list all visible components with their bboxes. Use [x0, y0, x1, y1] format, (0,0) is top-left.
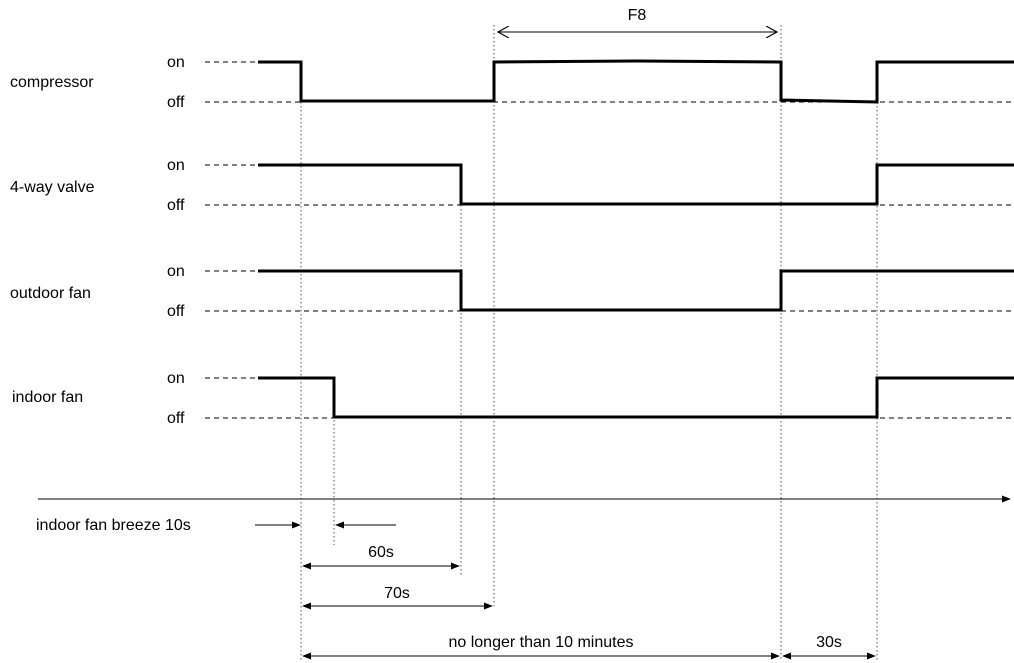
level-on-label: on: [167, 263, 185, 280]
level-on-label: on: [167, 54, 185, 71]
interval-70s: 70s: [302, 585, 493, 610]
compressor-waveform: [258, 59, 1014, 104]
signal-label-outdoor-fan: outdoor fan: [10, 285, 91, 302]
f8-interval: F8: [498, 7, 777, 32]
interval-30s-label: 30s: [816, 634, 842, 651]
signal-indoor-fan: indoor fan on off: [12, 370, 1014, 427]
signal-label-compressor: compressor: [10, 74, 94, 91]
level-on-label: on: [167, 157, 185, 174]
interval-60s: 60s: [302, 544, 460, 570]
level-on-label: on: [167, 370, 185, 387]
level-off-label: off: [167, 197, 185, 214]
level-off-label: off: [167, 94, 185, 111]
breeze-label: indoor fan breeze 10s: [36, 517, 191, 534]
level-off-label: off: [167, 410, 185, 427]
f8-label: F8: [628, 7, 647, 24]
signal-outdoor-fan: outdoor fan on off: [10, 263, 1014, 320]
breeze-interval: indoor fan breeze 10s: [36, 517, 396, 534]
signal-compressor: compressor on off: [10, 54, 1014, 111]
interval-70s-label: 70s: [384, 585, 410, 602]
time-guides: [300, 25, 878, 660]
interval-10-minutes: no longer than 10 minutes: [302, 634, 780, 660]
indoor-fan-waveform: [258, 376, 1014, 419]
signal-4-way-valve: 4-way valve on off: [10, 157, 1014, 214]
outdoor-fan-waveform: [258, 269, 1014, 312]
4-way-valve-waveform: [258, 163, 1014, 206]
level-off-label: off: [167, 303, 185, 320]
signal-label-indoor-fan: indoor fan: [12, 389, 83, 406]
interval-60s-label: 60s: [368, 544, 394, 561]
signal-label-4-way-valve: 4-way valve: [10, 179, 95, 196]
interval-30s: 30s: [782, 634, 876, 660]
interval-10-minutes-label: no longer than 10 minutes: [448, 634, 633, 651]
